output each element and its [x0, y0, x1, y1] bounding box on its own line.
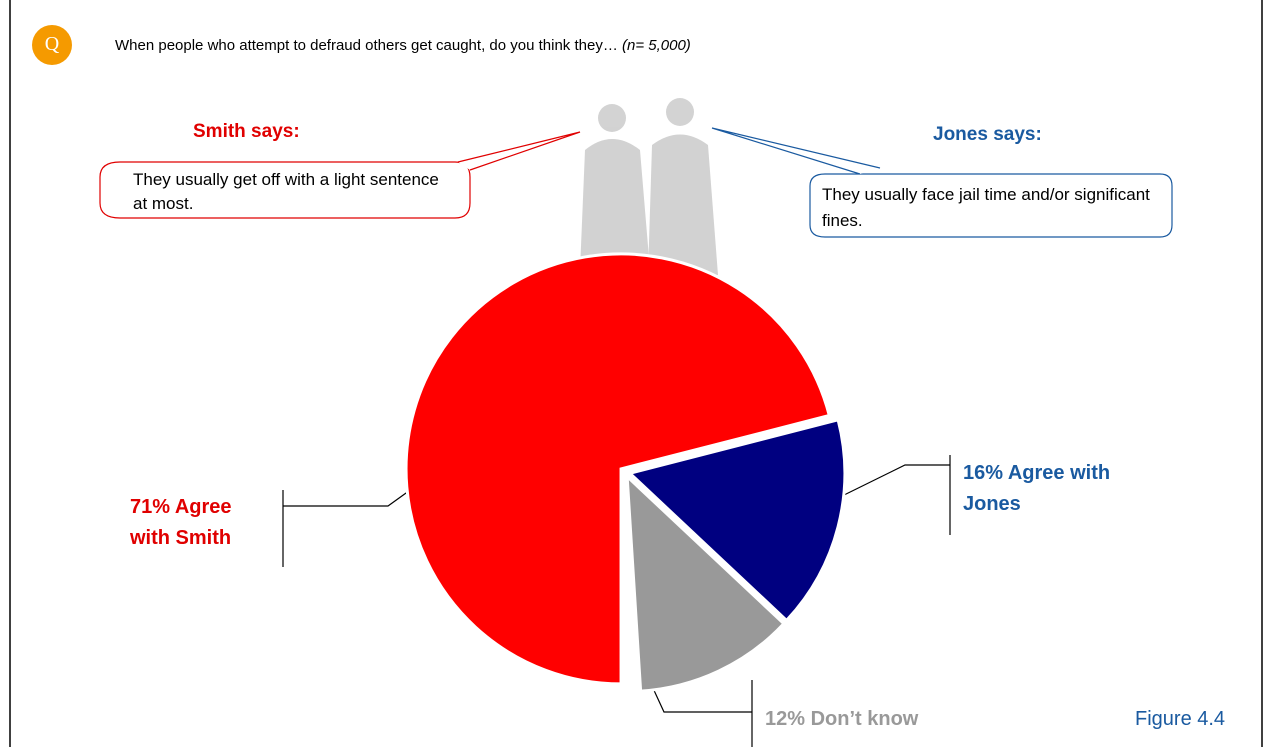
question-icon: Q [44, 33, 60, 55]
pie-slice [626, 417, 847, 623]
smith-bubble-tail [457, 131, 581, 171]
slice-label: 12% Don’t know [765, 708, 919, 730]
jones-bubble [809, 173, 1173, 238]
question-text: When people who attempt to defraud other… [115, 37, 618, 54]
jones-heading: Jones says: [933, 124, 1042, 145]
question: When people who attempt to defraud other… [115, 37, 691, 54]
smith-heading: Smith says: [193, 121, 300, 142]
jones-bubble-tail [711, 127, 881, 175]
people-illustration [580, 98, 718, 275]
slice-label: 16% Agree with Jones [963, 462, 1111, 515]
jones-quote: They usually face jail time and/or signi… [822, 185, 1150, 230]
leader-lines [282, 455, 951, 747]
question-icon-bg [32, 25, 72, 65]
pie-slice [625, 472, 786, 693]
figure-label: Figure 4.4 [1135, 708, 1226, 730]
smith-quote: They usually get off with a light senten… [133, 170, 439, 213]
sample-note: (n= 5,000) [622, 37, 691, 54]
slice-label: 71% Agree with Smith [130, 496, 232, 549]
pie-slice [404, 252, 832, 686]
